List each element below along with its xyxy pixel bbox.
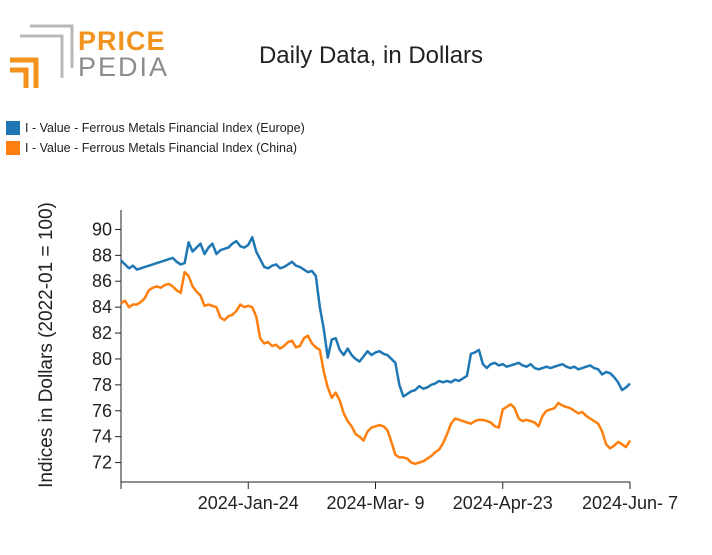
y-tick-label: 88 <box>92 245 112 265</box>
y-tick-label: 84 <box>92 297 112 317</box>
legend-item-europe[interactable]: I - Value - Ferrous Metals Financial Ind… <box>6 118 305 138</box>
y-axis-title: Indices in Dollars (2022-01 = 100) <box>36 202 57 488</box>
logo-word-price: PRICE <box>78 26 166 56</box>
y-tick-label: 90 <box>92 219 112 239</box>
x-tick-label: 2024-Mar- 9 <box>326 493 424 513</box>
y-tick-label: 86 <box>92 271 112 291</box>
chart-title: Daily Data, in Dollars <box>0 42 712 70</box>
y-tick-label: 74 <box>92 427 112 447</box>
y-tick-label: 82 <box>92 323 112 343</box>
legend-item-china[interactable]: I - Value - Ferrous Metals Financial Ind… <box>6 138 305 158</box>
legend-label-china: I - Value - Ferrous Metals Financial Ind… <box>25 141 298 155</box>
y-tick-label: 80 <box>92 349 112 369</box>
series-line-europe <box>120 235 631 398</box>
legend-label-europe: I - Value - Ferrous Metals Financial Ind… <box>25 121 305 135</box>
legend-swatch-china <box>6 141 20 155</box>
legend-swatch-europe <box>6 121 20 135</box>
logo-bracket-icon <box>10 24 74 88</box>
chart-title-text: Daily Data, in Dollars <box>258 42 484 69</box>
pricepedia-logo: PRICE PEDIA <box>6 24 170 94</box>
chart-legend: I - Value - Ferrous Metals Financial Ind… <box>6 118 305 158</box>
logo-word-pedia: PEDIA <box>78 52 170 82</box>
x-tick-label: 2024-Apr-23 <box>453 493 553 513</box>
series-layer <box>120 235 632 466</box>
x-tick-label: 2024-Jun- 7 <box>582 493 678 513</box>
y-axis: 72 74 76 78 80 82 84 86 88 90 <box>92 210 122 482</box>
x-axis: 2024-Jan-24 2024-Mar- 9 2024-Apr-23 2024-Ju… <box>120 481 678 513</box>
y-tick-label: 76 <box>92 401 112 421</box>
series-line-china <box>120 270 632 466</box>
y-tick-label: 72 <box>92 453 112 473</box>
x-tick-label: 2024-Jan-24 <box>198 493 299 513</box>
y-tick-label: 78 <box>92 375 112 395</box>
